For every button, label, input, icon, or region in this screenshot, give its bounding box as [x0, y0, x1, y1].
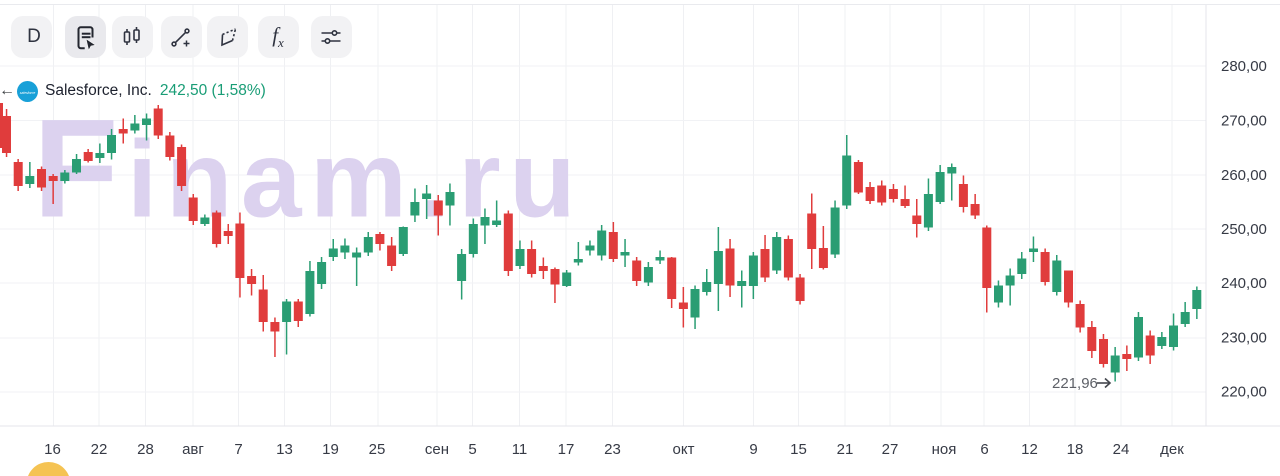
svg-text:260,00: 260,00	[1221, 167, 1267, 184]
svg-text:23: 23	[604, 441, 621, 458]
svg-text:12: 12	[1021, 441, 1038, 458]
svg-text:28: 28	[137, 441, 154, 458]
svg-text:25: 25	[369, 441, 386, 458]
svg-text:7: 7	[234, 441, 242, 458]
svg-text:6: 6	[980, 441, 988, 458]
svg-text:сен: сен	[425, 441, 449, 458]
svg-text:240,00: 240,00	[1221, 275, 1267, 292]
svg-text:280,00: 280,00	[1221, 58, 1267, 75]
svg-text:220,00: 220,00	[1221, 384, 1267, 401]
svg-text:24: 24	[1113, 441, 1130, 458]
svg-text:21: 21	[837, 441, 854, 458]
svg-text:16: 16	[44, 441, 61, 458]
svg-text:22: 22	[91, 441, 108, 458]
svg-text:17: 17	[558, 441, 575, 458]
svg-text:ноя: ноя	[932, 441, 957, 458]
svg-text:salesforce: salesforce	[20, 90, 36, 94]
svg-text:27: 27	[882, 441, 899, 458]
svg-text:18: 18	[1067, 441, 1084, 458]
svg-text:230,00: 230,00	[1221, 330, 1267, 347]
svg-text:19: 19	[322, 441, 339, 458]
svg-text:11: 11	[512, 441, 528, 458]
svg-text:авг: авг	[182, 441, 204, 458]
svg-text:дек: дек	[1160, 441, 1184, 458]
svg-text:Finam.ru: Finam.ru	[33, 90, 584, 247]
svg-text:221,96: 221,96	[1052, 375, 1098, 392]
svg-text:250,00: 250,00	[1221, 221, 1267, 238]
svg-text:5: 5	[468, 441, 476, 458]
svg-text:15: 15	[790, 441, 807, 458]
svg-text:13: 13	[276, 441, 293, 458]
svg-text:9: 9	[749, 441, 757, 458]
svg-text:окт: окт	[673, 441, 695, 458]
svg-text:270,00: 270,00	[1221, 113, 1267, 130]
